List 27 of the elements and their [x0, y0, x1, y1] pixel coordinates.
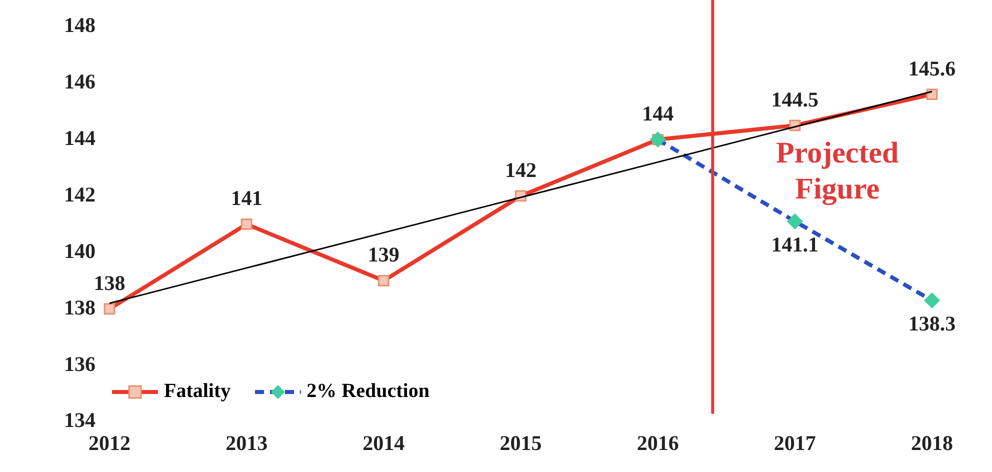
y-tick-label: 144 — [64, 126, 96, 150]
x-tick-label: 2018 — [911, 430, 953, 455]
legend-label: Fatality — [164, 380, 231, 403]
data-label: 138 — [94, 270, 126, 295]
data-label: 142 — [505, 158, 536, 182]
x-tick-label: 2012 — [88, 430, 130, 455]
y-tick-label: 136 — [64, 352, 96, 376]
data-label: 141 — [230, 186, 262, 210]
x-tick-label: 2013 — [226, 430, 268, 455]
x-tick-label: 2014 — [362, 430, 406, 455]
y-tick-label: 140 — [64, 238, 96, 263]
data-label: 144.5 — [771, 87, 819, 112]
y-tick-label: 142 — [64, 182, 96, 206]
data-label: 141.1 — [771, 232, 819, 256]
x-tick-label: 2016 — [636, 430, 679, 455]
y-tick-label: 138 — [64, 295, 96, 320]
y-tick-label: 146 — [64, 69, 96, 94]
data-label: 144 — [642, 101, 674, 126]
y-tick-label: 148 — [64, 13, 96, 38]
x-tick-label: 2015 — [500, 430, 542, 455]
data-label: 139 — [368, 242, 400, 267]
legend-label: 2% Reduction — [306, 380, 430, 403]
annotation: Projected Figure — [776, 136, 899, 206]
data-label: 138.3 — [908, 311, 956, 336]
y-tick-label: 134 — [64, 408, 96, 432]
data-label: 145.6 — [908, 56, 956, 80]
x-tick-label: 2017 — [774, 430, 816, 455]
